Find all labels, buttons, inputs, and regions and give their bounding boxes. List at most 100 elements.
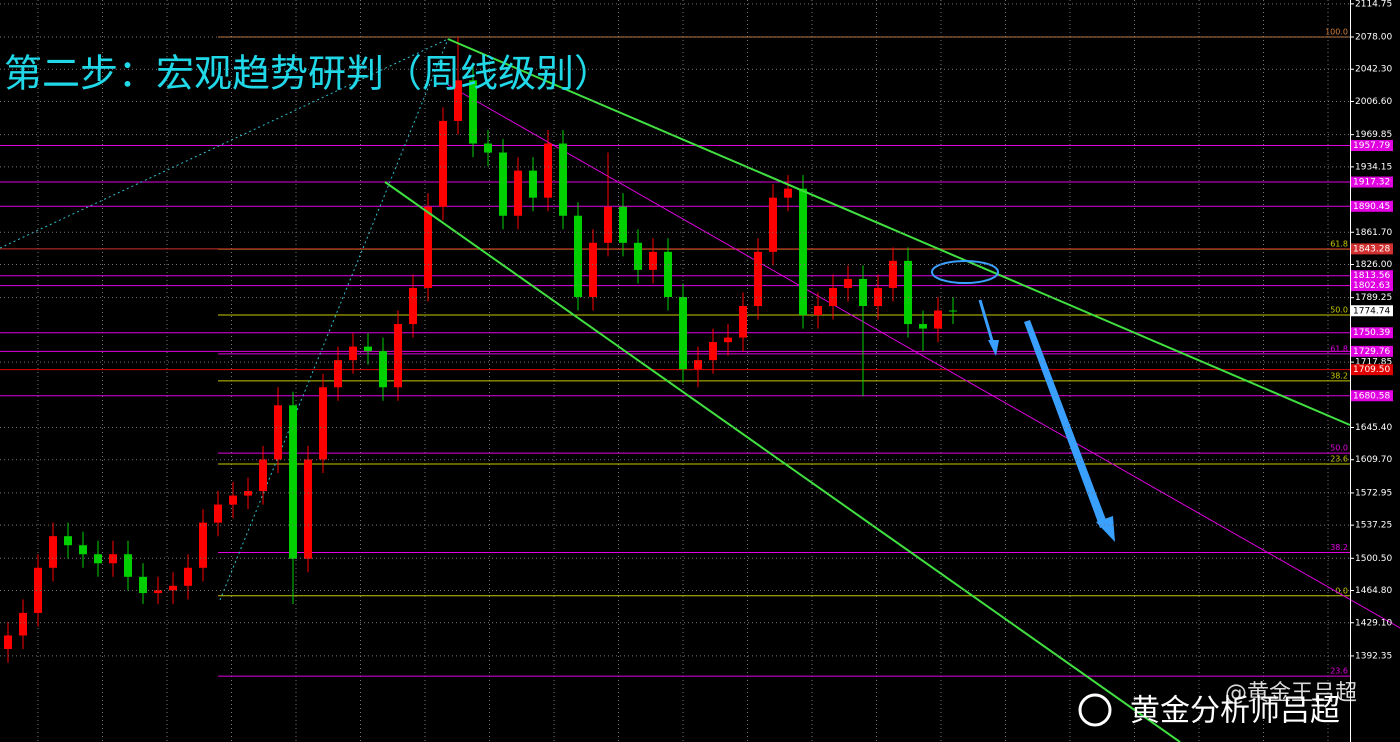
- candle-body: [364, 346, 372, 352]
- candle-body: [394, 324, 402, 388]
- watermark-logo: [1078, 693, 1112, 727]
- y-tick-label: 1464.80: [1355, 586, 1392, 596]
- candle-body: [334, 360, 342, 388]
- candle-body: [349, 346, 357, 361]
- fib-label: 61.8: [1330, 344, 1348, 353]
- levels: 100.061.850.061.838.250.023.638.20.023.6: [0, 28, 1350, 677]
- candle-body: [589, 242, 597, 297]
- candle-body: [799, 188, 807, 316]
- candle-body: [154, 590, 162, 594]
- arrow-shaft: [978, 299, 995, 345]
- highlight-ellipse: [931, 260, 999, 284]
- candle-body: [514, 170, 522, 216]
- price-axis: 2114.75 2078.00 2042.30 2006.60 1969.85 1934.…: [0, 0, 1393, 661]
- arrow-shaft: [1024, 320, 1108, 528]
- y-tick-label: 1969.85: [1355, 130, 1392, 140]
- price-level-box: [1351, 140, 1393, 152]
- candle-body: [259, 459, 267, 492]
- watermark-text: @黄金王吕超: [1225, 681, 1357, 706]
- candle-body: [619, 206, 627, 243]
- candle-body: [844, 278, 852, 288]
- candle-body: [529, 170, 537, 198]
- candle-body: [709, 342, 717, 361]
- fib-label: 0.0: [1335, 586, 1348, 595]
- price-level-box: [1351, 390, 1393, 402]
- candle-body: [889, 260, 897, 288]
- candle-body: [49, 536, 57, 568]
- candle-body: [304, 459, 312, 559]
- price-level-label: 1917.32: [1353, 178, 1390, 188]
- candle-body: [604, 206, 612, 243]
- fib-label: 50.0: [1330, 306, 1348, 315]
- y-tick-label: 1392.35: [1355, 651, 1392, 661]
- fib-label: 38.2: [1330, 543, 1348, 552]
- candle-body: [319, 387, 327, 460]
- fib-label: 50.0: [1330, 444, 1348, 453]
- y-tick-label: 1572.95: [1355, 488, 1392, 498]
- fan-line: [0, 38, 449, 249]
- candle-body: [184, 567, 192, 586]
- candle-body: [139, 576, 147, 594]
- candle-body: [724, 337, 732, 343]
- price-level-box: [1351, 364, 1393, 376]
- fib-label: 23.6: [1330, 454, 1348, 463]
- price-level-label: 1709.50: [1353, 365, 1390, 375]
- y-tick-label: 2042.30: [1355, 65, 1392, 75]
- candle-body: [574, 215, 582, 297]
- y-tick-label: 1537.25: [1355, 521, 1392, 531]
- fib-label: 61.8: [1330, 240, 1348, 249]
- y-tick-label: 1609.70: [1355, 455, 1392, 465]
- candle-body: [454, 80, 462, 121]
- watermark: 黄金分析师吕超 @黄金王吕超: [1078, 681, 1357, 729]
- candle-body: [829, 287, 837, 307]
- price-level-label: 1729.76: [1353, 347, 1390, 357]
- candle-body: [874, 287, 882, 307]
- candle-body: [664, 251, 672, 297]
- fib-label: 23.6: [1330, 667, 1348, 676]
- fan-line: [219, 38, 449, 601]
- current-price-label: 1774.74: [1353, 306, 1390, 316]
- y-tick-label: 1500.50: [1355, 554, 1392, 564]
- candle-body: [289, 405, 297, 559]
- y-tick-label: 1429.10: [1355, 618, 1392, 628]
- candle-body: [34, 567, 42, 613]
- candle-body: [934, 310, 942, 329]
- candle-body: [559, 143, 567, 216]
- arrow: [978, 299, 999, 356]
- candle-body: [859, 278, 867, 307]
- candle-body: [469, 80, 477, 144]
- candle-body: [919, 324, 927, 329]
- candle-body: [439, 120, 447, 207]
- candle-body: [214, 504, 222, 523]
- candle-body: [424, 206, 432, 288]
- y-tick-label: 2078.00: [1355, 33, 1392, 43]
- candle-body: [739, 306, 747, 338]
- y-tick-label: 1789.25: [1355, 293, 1392, 303]
- y-tick-label: 1934.15: [1355, 162, 1392, 172]
- candle-body: [904, 260, 912, 325]
- chart-title: 第二步：宏观趋势研判（周线级别）: [4, 52, 612, 96]
- candle-body: [124, 554, 132, 577]
- price-level-label: 1680.58: [1353, 391, 1390, 401]
- price-level-box: [1351, 200, 1393, 212]
- candle-body: [4, 635, 12, 650]
- price-level-label: 1750.39: [1353, 328, 1390, 338]
- candle-body: [79, 545, 87, 555]
- candle-body: [649, 251, 657, 270]
- current-price-box: [1351, 305, 1393, 317]
- candle-body: [409, 287, 417, 325]
- candle-body: [94, 554, 102, 564]
- candle-body: [64, 536, 72, 546]
- candle-body: [769, 197, 777, 252]
- watermark-text: 黄金分析师吕超: [1130, 694, 1340, 729]
- price-level-label: 1890.45: [1353, 202, 1390, 212]
- price-level-box: [1351, 327, 1393, 339]
- y-tick-label: 1826.00: [1355, 260, 1392, 270]
- candle-body: [679, 296, 687, 370]
- candle-body: [814, 306, 822, 316]
- candle-body: [634, 242, 642, 270]
- candle-body: [199, 522, 207, 568]
